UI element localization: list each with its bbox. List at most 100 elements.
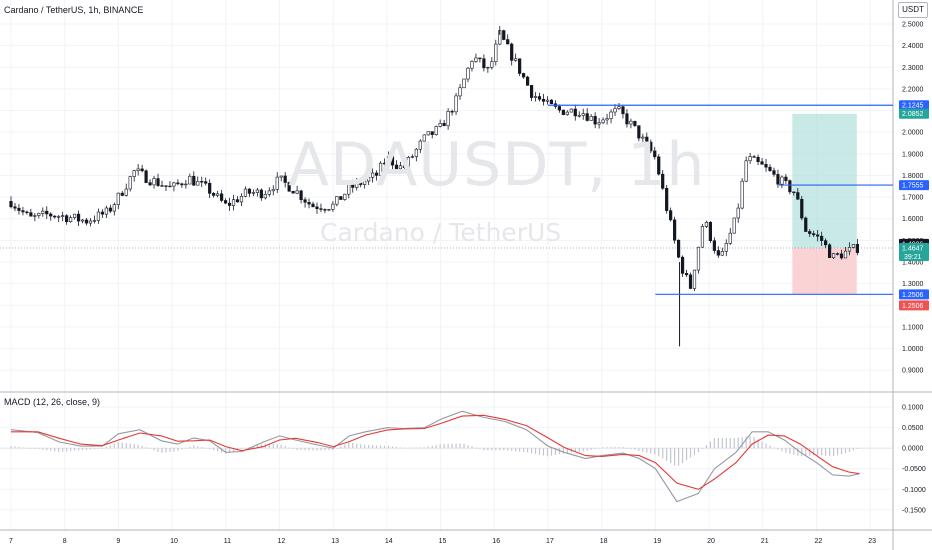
macd-histogram-bar bbox=[829, 448, 831, 457]
candle-body bbox=[557, 106, 561, 111]
macd-histogram-bar bbox=[296, 448, 298, 450]
candle-body bbox=[712, 240, 716, 251]
candle-body bbox=[752, 156, 756, 158]
macd-axis-tick: 0.0000 bbox=[902, 446, 924, 453]
time-axis-tick: 8 bbox=[63, 538, 67, 545]
candle-body bbox=[347, 184, 351, 195]
macd-histogram-bar bbox=[638, 448, 640, 451]
time-axis-tick: 10 bbox=[170, 538, 178, 545]
candle-body bbox=[549, 99, 554, 105]
candle-body bbox=[45, 210, 49, 215]
candle-body bbox=[267, 190, 271, 195]
macd-histogram-bar bbox=[642, 448, 644, 452]
currency-button[interactable]: USDT bbox=[898, 2, 928, 18]
candle-body bbox=[21, 210, 25, 213]
price-axis-tick: 2.5000 bbox=[902, 21, 924, 28]
macd-axis-tick: 0.0500 bbox=[902, 425, 924, 432]
price-axis-tick: 1.8000 bbox=[902, 173, 924, 180]
macd-histogram-bar bbox=[411, 447, 413, 449]
macd-histogram-bar bbox=[785, 448, 787, 453]
macd-histogram-bar bbox=[495, 448, 497, 451]
macd-histogram-bar bbox=[407, 447, 409, 449]
candle-body bbox=[208, 182, 212, 194]
macd-histogram-bar bbox=[304, 448, 306, 451]
macd-histogram-bar bbox=[773, 447, 775, 449]
macd-histogram-bar bbox=[244, 448, 247, 449]
level-tag-support: 1.2506 bbox=[902, 292, 924, 299]
macd-histogram-bar bbox=[662, 448, 664, 459]
price-axis-tick: 0.9000 bbox=[902, 368, 924, 375]
macd-histogram-bar bbox=[809, 448, 811, 456]
time-axis-tick: 22 bbox=[815, 538, 823, 545]
candle-body bbox=[676, 239, 681, 258]
candle-body bbox=[84, 219, 89, 224]
candle-body bbox=[53, 215, 57, 218]
macd-histogram-bar bbox=[70, 448, 72, 452]
macd-histogram-bar bbox=[268, 443, 270, 449]
macd-histogram-bar bbox=[276, 444, 278, 449]
level-tag-upper-bg bbox=[899, 100, 929, 111]
macd-histogram-bar bbox=[443, 443, 445, 449]
macd-histogram-bar bbox=[721, 437, 723, 449]
candle-body bbox=[514, 58, 518, 61]
macd-indicator-title[interactable]: MACD (12, 26, close, 9) bbox=[4, 397, 101, 407]
macd-histogram-bar bbox=[66, 448, 68, 452]
candle-body bbox=[478, 57, 482, 60]
macd-histogram-bar bbox=[391, 446, 394, 449]
candle-body bbox=[680, 256, 685, 274]
macd-histogram-bar bbox=[73, 448, 76, 451]
candle-body bbox=[279, 175, 283, 178]
time-axis-tick: 16 bbox=[492, 538, 500, 545]
candle-body bbox=[561, 109, 565, 115]
candle-body bbox=[13, 206, 17, 209]
candle-body bbox=[462, 78, 466, 89]
candle-body bbox=[593, 116, 597, 125]
macd-histogram-bar bbox=[165, 448, 167, 453]
candle-body bbox=[204, 181, 208, 184]
macd-histogram-bar bbox=[328, 448, 330, 451]
countdown-tag: 39:21 bbox=[904, 254, 922, 261]
candle-body bbox=[585, 113, 589, 121]
candle-body bbox=[804, 217, 808, 232]
macd-histogram-bar bbox=[491, 448, 493, 451]
candle-body bbox=[235, 199, 240, 203]
candle-body bbox=[565, 111, 569, 115]
macd-histogram-bar bbox=[602, 447, 604, 449]
price-axis-tick: 1.0000 bbox=[902, 346, 924, 353]
macd-histogram-bar bbox=[658, 448, 660, 457]
macd-axis-tick: -0.1000 bbox=[902, 487, 926, 494]
candle-body bbox=[633, 120, 637, 126]
macd-histogram-bar bbox=[729, 437, 731, 449]
candle-body bbox=[816, 234, 820, 237]
candle-body bbox=[831, 253, 836, 258]
macd-histogram-bar bbox=[62, 448, 64, 452]
candle-body bbox=[450, 111, 454, 113]
macd-histogram-bar bbox=[511, 448, 513, 451]
macd-histogram-bar bbox=[606, 447, 608, 449]
candle-body bbox=[148, 182, 152, 186]
macd-histogram-bar bbox=[125, 443, 127, 449]
macd-histogram-bar bbox=[50, 448, 52, 451]
macd-histogram-bar bbox=[674, 448, 676, 466]
macd-histogram-bar bbox=[121, 442, 123, 449]
macd-histogram-bar bbox=[725, 437, 727, 449]
candle-body bbox=[744, 160, 748, 182]
macd-histogram-bar bbox=[348, 442, 350, 449]
macd-histogram-bar bbox=[336, 448, 338, 449]
macd-histogram-bar bbox=[666, 448, 668, 461]
candle-body bbox=[140, 168, 144, 172]
macd-histogram-bar bbox=[34, 448, 36, 449]
macd-histogram-bar bbox=[228, 448, 231, 453]
candle-body bbox=[343, 193, 347, 200]
macd-histogram-bar bbox=[817, 448, 819, 456]
macd-histogram-bar bbox=[221, 448, 223, 453]
candle-body bbox=[820, 235, 824, 241]
macd-histogram-bar bbox=[558, 448, 560, 455]
macd-histogram-bar bbox=[693, 448, 696, 455]
macd-axis-tick: 0.1000 bbox=[902, 405, 924, 412]
symbol-title[interactable]: Cardano / TetherUS, 1h, BINANCE bbox=[4, 5, 144, 15]
macd-histogram-bar bbox=[475, 447, 477, 449]
price-axis-tick: 1.7000 bbox=[902, 195, 924, 202]
macd-histogram-bar bbox=[562, 448, 564, 454]
